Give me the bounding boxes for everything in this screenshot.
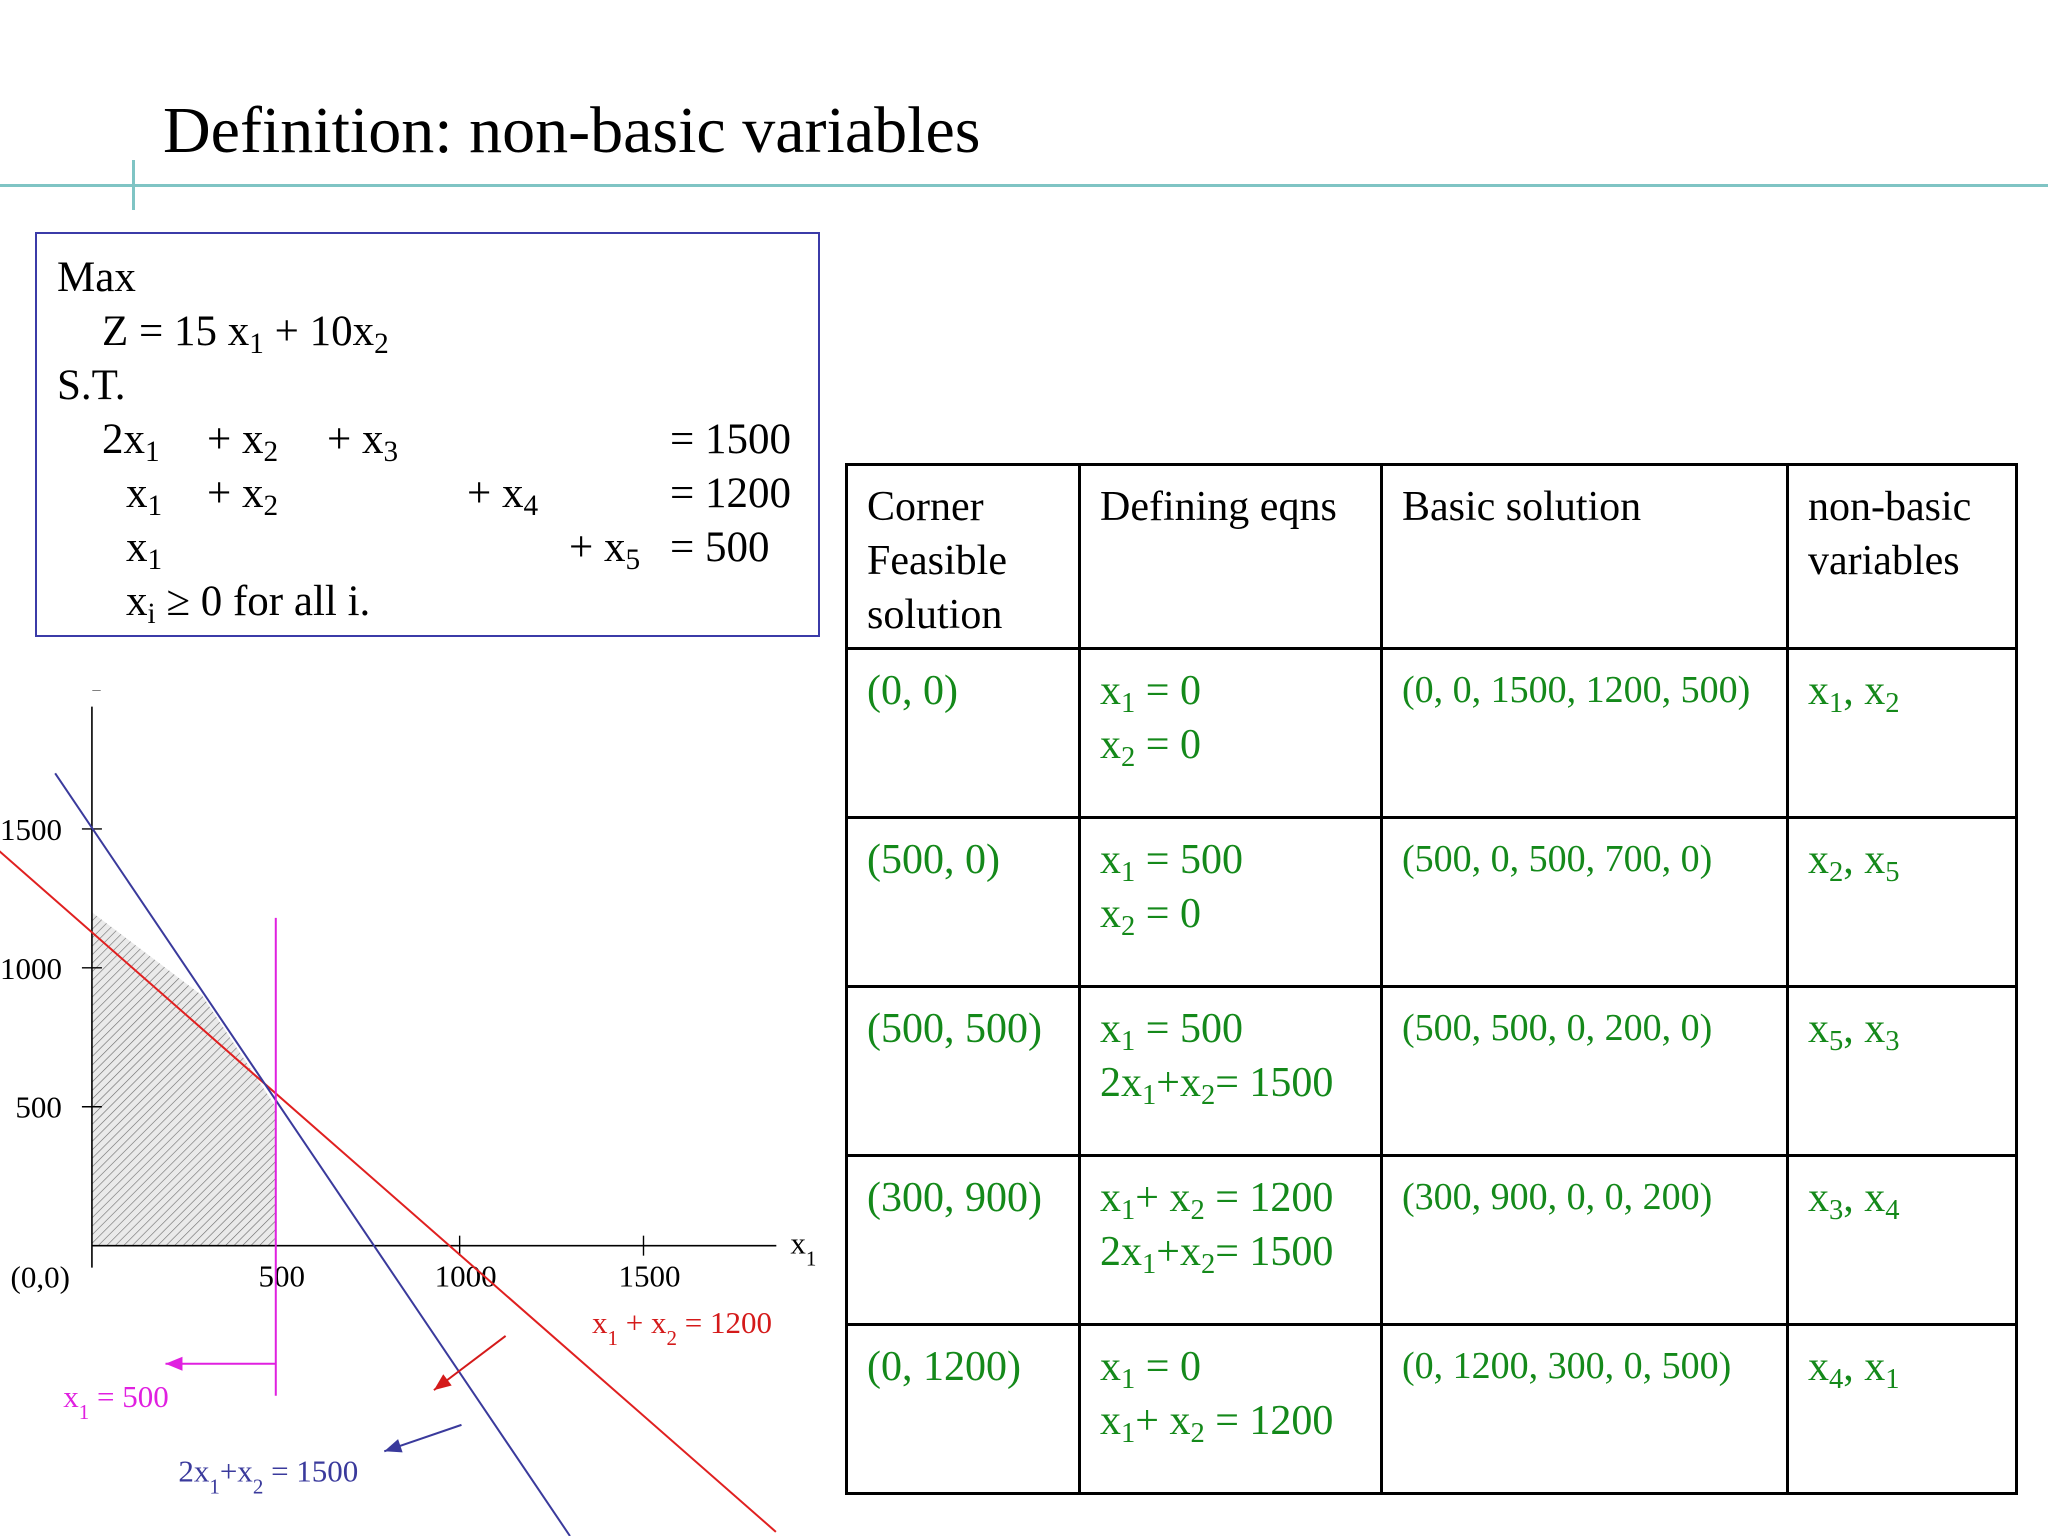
max-label: Max [57,254,136,301]
non-basic-cell: x4, x1 [1786,1323,2018,1495]
constraint-label-red: x1 + x2 = 1200 [592,1305,772,1350]
table-row: (0, 1200) x1 = 0 x1+ x2 = 1200 (0, 1200,… [845,1323,2018,1495]
corner-solutions-table: Corner Feasible solution Defining eqns Bas… [845,463,2018,1495]
non-basic-cell: x1, x2 [1786,647,2018,819]
corner-cell: (0, 0) [845,647,1081,819]
header-defining-eqns: Defining eqns [1078,463,1383,650]
constraint-1-term-b: + x2 [207,416,279,469]
defining-eqns-cell: x1 = 0 x2 = 0 [1078,647,1383,819]
table-row: (500, 0) x1 = 500 x2 = 0 (500, 0, 500, 7… [845,816,2018,988]
slide-title: Definition: non-basic variables [163,94,981,167]
non-basic-cell: x5, x3 [1786,985,2018,1157]
subject-to-label: S.T. [57,362,126,409]
y-tick-label: 1000 [0,951,62,986]
constraint-1-term-a: 2x1 [102,416,160,469]
non-negativity: xi ≥ 0 for all i. [126,578,371,631]
corner-cell: (500, 500) [845,985,1081,1157]
table-row: (500, 500) x1 = 500 2x1+x2= 1500 (500, 5… [845,985,2018,1157]
lp-model-box: Max Z = 15 x1 + 10x2 S.T. 2x1 + x2 + x3 … [35,232,820,637]
table-row: (300, 900) x1+ x2 = 1200 2x1+x2= 1500 (3… [845,1154,2018,1326]
basic-solution-cell: (0, 0, 1500, 1200, 500) [1380,647,1789,819]
constraint-2-term-c: + x4 [467,470,539,523]
feasible-region-chart: 500 1000 1500 500 1000 1500 x1 x2 (0,0) x1 + x2 =… [0,690,816,1536]
constraint-label-magenta: x1 = 500 [63,1379,168,1424]
constraint-1-rhs: = 1500 [670,416,792,463]
x-tick-label: 500 [259,1259,306,1294]
constraint-line-2 [54,772,571,1536]
defining-eqns-cell: x1 = 0 x1+ x2 = 1200 [1078,1323,1383,1495]
basic-solution-cell: (500, 500, 0, 200, 0) [1380,985,1789,1157]
feasible-region [91,912,276,1246]
y-tick-label: 1500 [0,812,62,847]
constraint-3-term-c: + x5 [569,524,641,577]
header-non-basic: non-basic variables [1786,463,2018,650]
non-basic-cell: x3, x4 [1786,1154,2018,1326]
constraint-2-rhs: = 1200 [670,470,792,517]
annotation-arrowhead [165,1356,183,1371]
defining-eqns-cell: x1+ x2 = 1200 2x1+x2= 1500 [1078,1154,1383,1326]
annotation-arrowhead [384,1439,403,1453]
basic-solution-cell: (0, 1200, 300, 0, 500) [1380,1323,1789,1495]
corner-cell: (0, 1200) [845,1323,1081,1495]
y-tick-label: 500 [15,1090,62,1125]
annotation-arrowhead [433,1374,452,1391]
x-axis-label: x1 [790,1226,816,1271]
objective-function: Z = 15 x1 + 10x2 [102,308,389,361]
defining-eqns-cell: x1 = 500 2x1+x2= 1500 [1078,985,1383,1157]
header-basic-solution: Basic solution [1380,463,1789,650]
table-header-row: Corner Feasible solution Defining eqns Bas… [845,463,2018,650]
basic-solution-cell: (500, 0, 500, 700, 0) [1380,816,1789,988]
corner-cell: (500, 0) [845,816,1081,988]
x-tick-label: 1000 [435,1259,497,1294]
defining-eqns-cell: x1 = 500 x2 = 0 [1078,816,1383,988]
header-corner: Corner Feasible solution [845,463,1081,650]
basic-solution-cell: (300, 900, 0, 0, 200) [1380,1154,1789,1326]
constraint-2-term-a: x1 [126,470,163,523]
y-axis-label: x2 [76,690,102,696]
constraint-3-term-a: x1 [126,524,163,577]
origin-label: (0,0) [11,1260,70,1295]
constraint-1-term-c: + x3 [327,416,399,469]
x-tick-label: 1500 [618,1259,680,1294]
constraint-2-term-b: + x2 [207,470,279,523]
table-row: (0, 0) x1 = 0 x2 = 0 (0, 0, 1500, 1200, … [845,647,2018,819]
title-divider [0,184,2048,187]
constraint-label-blue: 2x1+x2 = 1500 [178,1453,358,1498]
constraint-line-1 [0,850,777,1533]
title-accent-tick [132,160,135,210]
corner-cell: (300, 900) [845,1154,1081,1326]
constraint-3-rhs: = 500 [670,524,770,571]
non-basic-cell: x2, x5 [1786,816,2018,988]
